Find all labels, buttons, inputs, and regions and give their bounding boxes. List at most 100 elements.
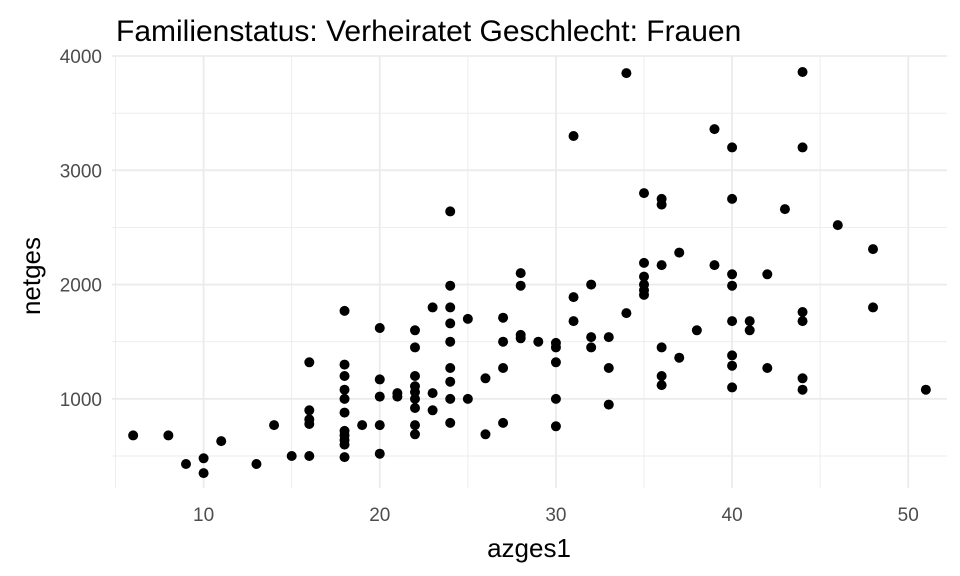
- data-point: [445, 417, 456, 428]
- data-point: [727, 316, 738, 327]
- data-point: [357, 420, 368, 431]
- chart-title: Familienstatus: Verheiratet Geschlecht: …: [116, 15, 741, 48]
- data-point: [586, 279, 597, 290]
- data-point: [727, 142, 738, 153]
- x-tick-label: 20: [369, 505, 390, 526]
- x-tick-label: 40: [722, 505, 743, 526]
- data-point: [868, 244, 879, 255]
- data-point: [727, 382, 738, 393]
- x-axis-tick-labels: 10 20 30 40 50: [193, 505, 919, 526]
- data-point: [762, 363, 773, 373]
- data-point: [409, 325, 420, 336]
- data-point: [762, 269, 773, 280]
- data-point: [480, 429, 491, 440]
- data-point: [656, 380, 667, 391]
- data-point: [727, 193, 738, 204]
- data-point: [586, 332, 597, 343]
- data-point: [568, 131, 579, 141]
- data-point: [445, 302, 456, 313]
- data-point: [374, 374, 385, 385]
- data-point: [304, 414, 315, 425]
- data-point: [445, 363, 456, 373]
- data-point: [550, 357, 561, 368]
- data-point: [498, 363, 509, 373]
- data-point: [868, 302, 879, 313]
- data-point: [392, 388, 403, 399]
- data-point: [339, 452, 350, 463]
- data-point: [656, 193, 667, 204]
- data-point: [656, 342, 667, 353]
- data-point: [568, 316, 579, 327]
- data-point: [409, 371, 420, 381]
- x-tick-label: 30: [545, 505, 566, 526]
- data-point: [797, 67, 808, 77]
- data-point: [339, 425, 350, 436]
- y-tick-label: 2000: [60, 276, 102, 297]
- data-point: [709, 124, 720, 135]
- data-point: [498, 312, 509, 323]
- data-point: [445, 318, 456, 329]
- data-point: [374, 420, 385, 431]
- data-point: [621, 68, 632, 79]
- data-points: [128, 67, 931, 479]
- data-point: [498, 417, 509, 428]
- data-point: [198, 453, 209, 464]
- data-point: [568, 292, 579, 303]
- data-point: [639, 271, 650, 282]
- data-point: [550, 337, 561, 348]
- data-point: [339, 407, 350, 418]
- data-point: [409, 381, 420, 392]
- data-point: [286, 451, 297, 461]
- data-point: [656, 260, 667, 271]
- data-point: [603, 332, 614, 343]
- data-point: [304, 451, 315, 461]
- data-point: [427, 302, 438, 313]
- data-point: [691, 325, 702, 336]
- y-tick-label: 4000: [60, 47, 102, 68]
- data-point: [374, 391, 385, 402]
- data-point: [744, 316, 755, 327]
- data-point: [797, 307, 808, 317]
- data-point: [515, 268, 526, 279]
- data-point: [480, 373, 491, 384]
- data-point: [339, 393, 350, 404]
- data-point: [304, 357, 315, 368]
- data-point: [251, 459, 262, 469]
- data-point: [744, 325, 755, 336]
- data-point: [550, 421, 561, 432]
- data-point: [797, 384, 808, 395]
- data-point: [639, 257, 650, 268]
- data-point: [797, 316, 808, 327]
- data-point: [445, 376, 456, 387]
- data-point: [797, 142, 808, 153]
- data-point: [797, 373, 808, 384]
- x-tick-label: 10: [193, 505, 214, 526]
- data-point: [374, 323, 385, 333]
- data-point: [445, 336, 456, 347]
- data-point: [656, 371, 667, 381]
- data-point: [339, 384, 350, 395]
- data-point: [409, 403, 420, 413]
- plot-grid: [112, 55, 947, 488]
- data-point: [515, 329, 526, 340]
- data-point: [128, 430, 139, 441]
- data-point: [198, 468, 209, 479]
- y-tick-label: 1000: [60, 390, 102, 411]
- data-point: [304, 405, 315, 416]
- data-point: [216, 436, 227, 447]
- data-point: [674, 352, 685, 363]
- data-point: [515, 280, 526, 291]
- data-point: [674, 247, 685, 258]
- data-point: [339, 359, 350, 370]
- data-point: [533, 336, 544, 347]
- data-point: [727, 269, 738, 280]
- data-point: [727, 360, 738, 371]
- data-point: [832, 220, 843, 231]
- data-point: [498, 336, 509, 347]
- data-point: [621, 308, 632, 319]
- data-point: [727, 350, 738, 361]
- data-point: [163, 430, 174, 441]
- data-point: [427, 405, 438, 416]
- data-point: [727, 280, 738, 291]
